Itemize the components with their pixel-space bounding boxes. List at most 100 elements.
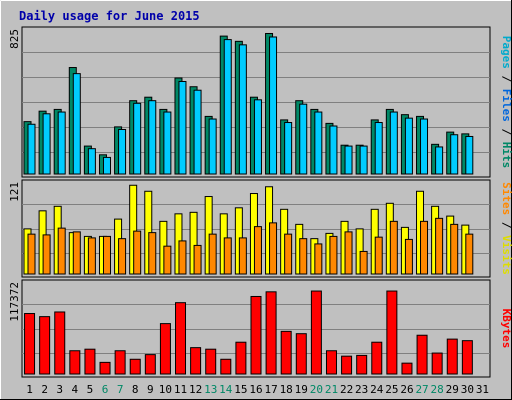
bar-kbytes-day-10 — [159, 323, 171, 375]
bar-files-day-11 — [178, 80, 187, 175]
bar-sites-day-21 — [329, 235, 338, 275]
bar-files-day-21 — [329, 125, 338, 175]
bar-files-day-16 — [253, 99, 262, 175]
bar-sites-day-18 — [284, 233, 293, 275]
day-label: 5 — [87, 383, 94, 396]
day-label: 16 — [249, 383, 262, 396]
bar-kbytes-day-28 — [431, 352, 443, 375]
series-legend: Pages / Files / Hits — [500, 36, 512, 169]
bar-sites-day-6 — [102, 235, 111, 275]
bar-kbytes-day-15 — [235, 341, 247, 375]
day-label: 10 — [159, 383, 172, 396]
bar-sites-day-20 — [314, 243, 323, 275]
bar-kbytes-day-22 — [341, 355, 353, 375]
legend-sites: Sites — [500, 182, 512, 215]
bar-kbytes-day-23 — [356, 354, 368, 375]
bar-sites-day-13 — [208, 233, 217, 275]
bar-files-day-24 — [374, 122, 383, 175]
day-label: 15 — [234, 383, 247, 396]
day-label: 1 — [26, 383, 33, 396]
bar-kbytes-day-25 — [386, 290, 398, 375]
legend-kbytes: KBytes — [500, 309, 512, 349]
bar-kbytes-day-27 — [416, 334, 428, 375]
bar-sites-day-29 — [450, 223, 459, 275]
bar-sites-day-14 — [223, 237, 232, 275]
bar-kbytes-day-5 — [84, 348, 96, 375]
bar-kbytes-day-7 — [114, 350, 126, 375]
legend-hits: Hits — [500, 142, 512, 169]
bar-sites-day-3 — [57, 227, 66, 275]
bar-files-day-25 — [389, 111, 398, 175]
day-label: 26 — [400, 383, 413, 396]
chart-panels: 825 Pages / Files / Hits 121 Sites / Visits… — [8, 26, 512, 378]
bar-files-day-8 — [133, 102, 142, 175]
legend-visits: Visits — [500, 235, 512, 275]
bar-sites-day-24 — [374, 236, 383, 275]
bar-sites-day-5 — [87, 237, 96, 275]
day-label: 31 — [476, 383, 489, 396]
bar-files-day-3 — [57, 111, 66, 175]
panel-kbytes: 117372 KBytes — [8, 279, 512, 378]
legend-files: Files — [500, 89, 512, 122]
bar-kbytes-day-17 — [265, 291, 277, 375]
legend-pages: Pages — [500, 36, 512, 69]
bar-files-day-6 — [102, 156, 111, 175]
bar-kbytes-day-13 — [205, 348, 217, 375]
day-label: 20 — [310, 383, 323, 396]
bar-files-day-13 — [208, 118, 217, 175]
bar-sites-day-26 — [404, 238, 413, 275]
bar-sites-day-23 — [359, 250, 368, 275]
bar-files-day-4 — [72, 73, 81, 175]
bar-sites-day-2 — [42, 234, 51, 275]
day-label: 19 — [295, 383, 308, 396]
legend-separator: / — [500, 69, 512, 89]
bar-sites-day-12 — [193, 244, 202, 275]
day-label: 22 — [340, 383, 353, 396]
day-label: 21 — [325, 383, 338, 396]
bar-kbytes-day-1 — [24, 313, 36, 375]
day-label: 12 — [189, 383, 202, 396]
day-label: 7 — [117, 383, 124, 396]
bar-files-day-9 — [148, 100, 157, 175]
day-label: 28 — [431, 383, 444, 396]
bar-sites-day-17 — [269, 222, 278, 275]
bar-sites-day-8 — [133, 230, 142, 275]
bar-sites-day-11 — [178, 240, 187, 275]
bar-files-day-12 — [193, 89, 202, 175]
panel-sites-visits: 121 Sites / Visits — [8, 179, 512, 278]
day-label: 2 — [41, 383, 48, 396]
bar-files-day-27 — [420, 118, 429, 175]
chart-title: Daily usage for June 2015 — [19, 9, 200, 23]
day-label: 4 — [72, 383, 79, 396]
bar-files-day-19 — [299, 103, 308, 175]
bar-files-day-1 — [27, 123, 36, 175]
bar-sites-day-16 — [253, 226, 262, 275]
y-max-label: 121 — [8, 182, 21, 202]
bar-kbytes-day-9 — [144, 354, 156, 375]
day-label: 14 — [219, 383, 233, 396]
bar-sites-day-9 — [148, 232, 157, 275]
legend-separator: / — [500, 215, 512, 235]
day-label: 13 — [204, 383, 217, 396]
bar-files-day-2 — [42, 113, 51, 175]
bar-kbytes-day-4 — [69, 350, 81, 375]
bar-sites-day-30 — [465, 233, 474, 275]
bar-kbytes-day-26 — [401, 362, 413, 375]
y-max-label: 117372 — [8, 282, 21, 322]
bar-files-day-20 — [314, 111, 323, 175]
bar-files-day-26 — [404, 117, 413, 175]
day-label: 11 — [174, 383, 187, 396]
day-label: 25 — [385, 383, 398, 396]
bar-sites-day-4 — [72, 231, 81, 275]
bar-sites-day-25 — [389, 220, 398, 275]
bar-kbytes-day-2 — [39, 316, 51, 375]
y-max-label: 825 — [8, 29, 21, 49]
bar-files-day-17 — [269, 36, 278, 175]
day-label: 29 — [446, 383, 459, 396]
bar-kbytes-day-16 — [250, 295, 262, 375]
bar-files-day-22 — [344, 145, 353, 175]
day-label: 6 — [102, 383, 109, 396]
bar-kbytes-day-12 — [190, 347, 202, 375]
bar-kbytes-day-3 — [54, 311, 66, 375]
